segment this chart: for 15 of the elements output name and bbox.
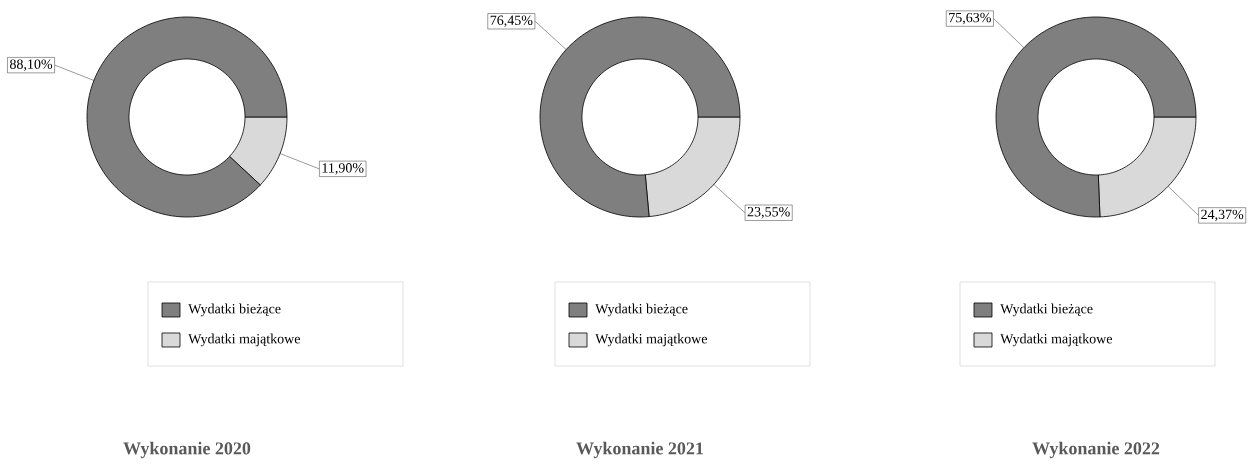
text: Wykonanie 2020	[123, 441, 251, 459]
data-label: 88,10%	[9, 59, 53, 71]
text: Wykonanie 2021	[576, 441, 703, 459]
legend-label: Wydatki bieżące	[595, 303, 688, 317]
legend-label: Wydatki bieżące	[188, 303, 281, 317]
data-label: 23,55%	[747, 206, 790, 219]
legend-label: Wydatki bieżące	[1000, 303, 1093, 317]
data-label: 76,45%	[490, 15, 533, 27]
legend-label: Wydatki majątkowe	[1000, 333, 1113, 347]
text: Wykonanie 2022	[1032, 441, 1160, 459]
data-label: 75,63%	[949, 12, 991, 25]
data-label: 24,37%	[1201, 209, 1244, 222]
legend-label: Wydatki majątkowe	[595, 333, 708, 347]
data-label: 11,90%	[322, 163, 364, 175]
legend-label: Wydatki majątkowe	[188, 333, 301, 347]
